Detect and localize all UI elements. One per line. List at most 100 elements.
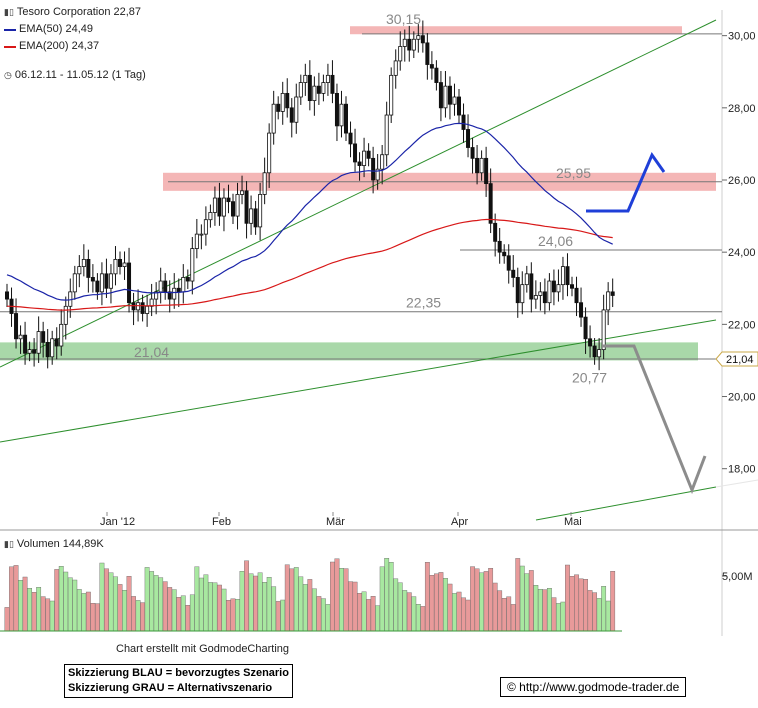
- volume-bar: [54, 569, 60, 632]
- legend-ema50: EMA(50) 24,49: [19, 23, 93, 35]
- volume-bar: [434, 573, 439, 632]
- candle-body: [59, 323, 64, 347]
- legend-period: 06.12.11 - 11.05.12 (1 Tag): [14, 69, 146, 81]
- candle-body: [429, 64, 434, 69]
- candle-body: [77, 266, 82, 275]
- volume-bar: [334, 558, 340, 632]
- candle-body: [212, 197, 217, 213]
- volume-bar: [176, 597, 182, 632]
- support-zone: [0, 342, 698, 361]
- volume-bar: [465, 599, 471, 632]
- candle-body: [398, 46, 403, 62]
- current-price-tag: [715, 351, 758, 367]
- volume-bar: [447, 583, 453, 632]
- volume-bar: [497, 590, 503, 632]
- volume-bar: [239, 571, 245, 632]
- trendline-low: [535, 486, 717, 521]
- candle-body: [570, 284, 575, 289]
- candle-body: [226, 197, 231, 203]
- candle-body: [45, 341, 50, 358]
- volume-bar: [99, 562, 105, 632]
- candle-body: [163, 280, 168, 293]
- candle-body: [81, 258, 86, 268]
- volume-bar: [158, 577, 164, 632]
- y-tick-label: 22,00: [728, 319, 756, 331]
- volume-bar: [18, 580, 23, 632]
- volume-bar: [144, 567, 150, 632]
- x-tick-label: Mär: [326, 516, 345, 528]
- legend-ema200: EMA(200) 24,37: [19, 40, 100, 52]
- candle-body: [294, 96, 299, 123]
- volume-bar: [104, 568, 109, 632]
- volume-bar: [316, 596, 322, 632]
- volume-bars-icon: ▮▯: [4, 538, 14, 549]
- volume-bar: [94, 603, 100, 632]
- volume-bar: [162, 581, 168, 632]
- candle-body: [32, 349, 37, 354]
- candle-body: [5, 291, 10, 300]
- candles-group: [5, 20, 615, 371]
- ema200-line: [6, 218, 613, 311]
- volume-bar: [212, 582, 218, 632]
- candle-body: [140, 302, 145, 314]
- candle-body: [353, 143, 358, 163]
- volume-bar: [22, 576, 28, 632]
- candle-body: [176, 287, 181, 293]
- volume-bar: [492, 582, 498, 632]
- candle-body: [190, 248, 195, 282]
- volume-bar: [596, 598, 602, 632]
- volume-bar: [547, 588, 552, 632]
- volume-bar: [488, 568, 494, 632]
- candle-body: [271, 103, 276, 134]
- candle-body: [235, 194, 240, 217]
- volume-bar: [574, 574, 579, 632]
- volume-bar: [429, 575, 435, 632]
- volume-bar: [397, 582, 403, 632]
- candle-body: [529, 273, 534, 300]
- candle-body: [339, 103, 344, 127]
- candle-body: [479, 157, 484, 174]
- candle-body: [420, 35, 425, 44]
- candle-body: [303, 74, 308, 83]
- candle-body: [18, 334, 23, 340]
- candle-body: [461, 114, 466, 130]
- candle-body: [203, 219, 208, 235]
- candle-body: [330, 74, 335, 94]
- candle-body: [118, 258, 123, 268]
- volume-bar: [348, 581, 353, 632]
- candle-body: [104, 273, 109, 289]
- candle-body: [36, 331, 41, 354]
- legend-title-row: ▮▯ Tesoro Corporation 22,87: [4, 4, 146, 21]
- candle-body: [154, 291, 159, 300]
- volume-tick-label: 5,00M: [722, 571, 753, 583]
- candle-body: [240, 190, 245, 195]
- volume-bar: [4, 607, 10, 632]
- volume-bar: [406, 592, 412, 632]
- source-link[interactable]: © http://www.godmode-trader.de: [500, 677, 687, 697]
- volume-bar: [49, 600, 55, 632]
- candle-body: [551, 280, 556, 293]
- volume-bar: [122, 590, 127, 632]
- y-tick-label: 28,00: [728, 103, 756, 115]
- volume-bar: [13, 565, 19, 632]
- volume-bar: [257, 572, 263, 632]
- volume-bar: [248, 573, 254, 632]
- scenario-notes: Skizzierung BLAU = bevorzugtes Szenario …: [64, 664, 293, 698]
- volume-bar: [533, 585, 539, 632]
- candle-body: [181, 277, 186, 293]
- candle-body: [217, 197, 222, 217]
- volume-bar: [393, 578, 399, 632]
- volume-bar: [443, 578, 448, 632]
- volume-bar: [339, 568, 344, 632]
- volume-bar: [266, 577, 272, 632]
- volume-bar: [587, 590, 593, 632]
- candle-body: [95, 280, 100, 293]
- candle-body: [375, 168, 380, 181]
- volume-bar: [456, 591, 462, 632]
- volume-bar: [519, 565, 525, 632]
- volume-bar: [357, 593, 362, 632]
- candle-body: [583, 316, 588, 340]
- y-tick-label: 18,00: [728, 464, 756, 476]
- volume-bar: [221, 588, 227, 632]
